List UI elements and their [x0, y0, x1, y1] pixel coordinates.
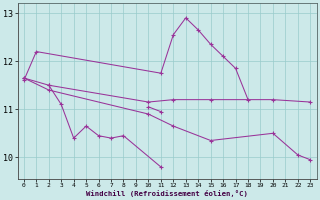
X-axis label: Windchill (Refroidissement éolien,°C): Windchill (Refroidissement éolien,°C): [86, 190, 248, 197]
